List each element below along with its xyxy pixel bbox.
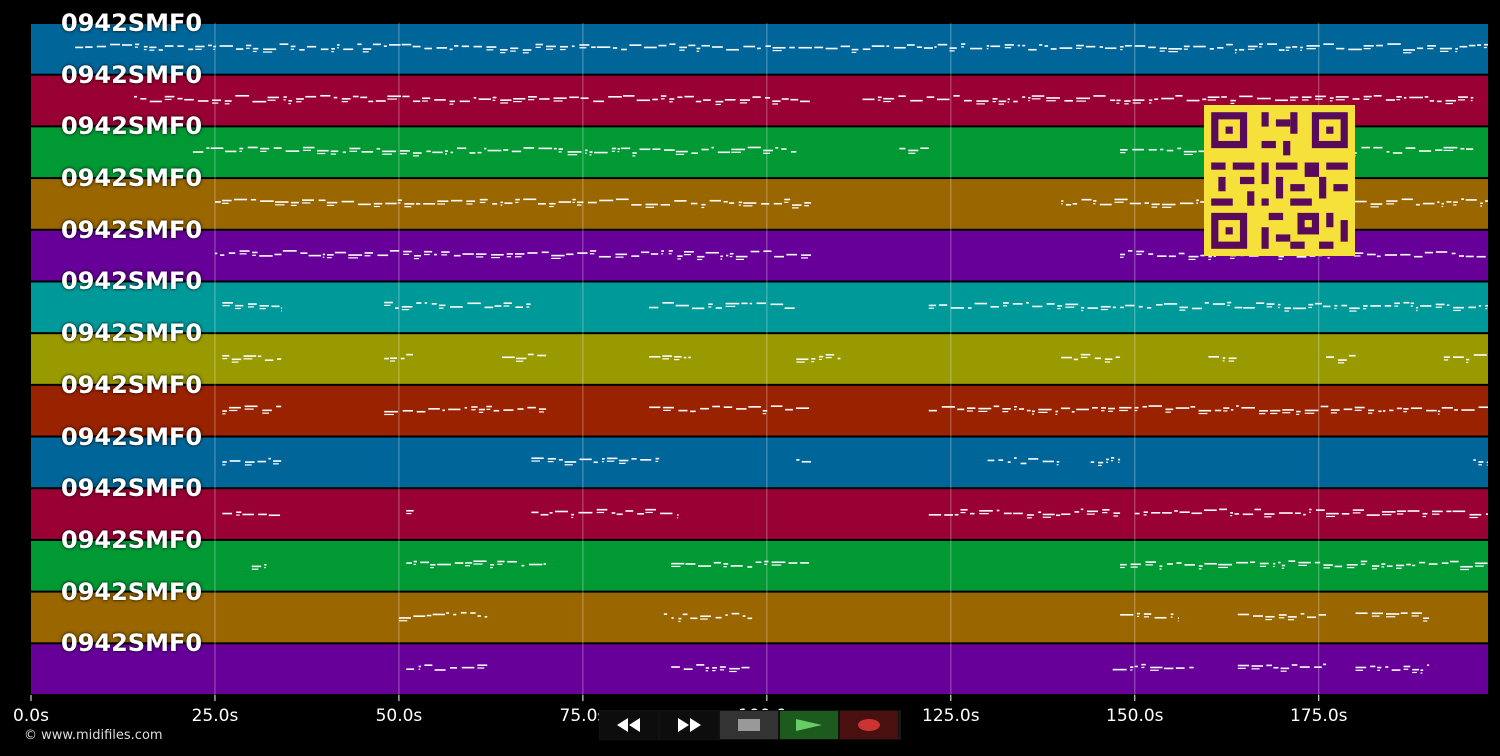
note-segment	[649, 355, 691, 361]
note-segment	[214, 250, 812, 261]
note-segment	[501, 353, 547, 362]
track-band	[31, 334, 1488, 384]
note-segment	[862, 95, 1474, 105]
note-segment	[531, 457, 660, 466]
note-segment	[75, 43, 1488, 54]
note-segment	[663, 612, 753, 623]
track-label: 0942SMF0	[61, 112, 203, 141]
track-label: 0942SMF0	[61, 422, 203, 451]
tick-label: 150.0s	[1106, 706, 1164, 726]
note-segment	[384, 301, 531, 311]
note-segment	[384, 353, 413, 362]
note-segment	[192, 146, 797, 157]
note-segment	[531, 508, 679, 519]
rewind-button[interactable]	[599, 710, 659, 740]
note-segment	[406, 509, 414, 515]
note-segment	[928, 508, 1061, 519]
track-band	[31, 644, 1488, 694]
note-segment	[1355, 664, 1430, 674]
note-segment	[251, 564, 267, 570]
note-segment	[222, 354, 282, 363]
record-icon	[858, 719, 880, 731]
note-segment	[1237, 612, 1327, 621]
track-label: 0942SMF0	[61, 60, 203, 89]
note-segment	[987, 457, 1060, 466]
note-segment	[1326, 354, 1356, 364]
note-segment	[222, 457, 282, 466]
note-segment	[928, 301, 1488, 312]
play-button[interactable]	[779, 710, 839, 740]
record-button[interactable]	[839, 710, 899, 740]
note-segment	[796, 459, 812, 463]
track-label: 0942SMF0	[61, 370, 203, 399]
fast-forward-button[interactable]	[659, 710, 719, 740]
note-segment	[222, 302, 283, 312]
track-label: 0942SMF0	[61, 525, 203, 554]
stop-icon	[738, 719, 760, 731]
tick-label: 175.0s	[1289, 706, 1348, 726]
tick-label: 75.0s	[559, 706, 607, 726]
note-segment	[649, 405, 810, 415]
track-label: 0942SMF0	[61, 267, 203, 296]
note-segment	[899, 147, 929, 154]
note-segment	[214, 198, 812, 209]
tick-label: 50.0s	[375, 706, 423, 726]
note-segment	[1355, 612, 1430, 622]
note-segment	[1120, 612, 1179, 622]
stop-button[interactable]	[719, 710, 779, 740]
note-segment	[1120, 560, 1488, 571]
qr-code	[1204, 105, 1355, 256]
note-segment	[671, 664, 750, 673]
note-segment	[1237, 663, 1327, 672]
tick-label: 125.0s	[922, 706, 980, 726]
note-segment	[1061, 508, 1121, 517]
note-segment	[796, 353, 841, 363]
note-segment	[1061, 353, 1121, 363]
track-band	[31, 540, 1488, 591]
rewind-icon	[617, 718, 640, 732]
track-label: 0942SMF0	[61, 9, 203, 37]
track-label: 0942SMF0	[61, 319, 203, 348]
note-segment	[1473, 459, 1488, 466]
copyright-text: © www.midifiles.com	[24, 728, 163, 743]
note-segment	[1208, 356, 1237, 362]
track-label: 0942SMF0	[61, 474, 203, 503]
play-icon	[796, 719, 822, 731]
note-segment	[1090, 457, 1121, 467]
note-segment	[671, 560, 810, 568]
track-label: 0942SMF0	[61, 629, 203, 658]
note-segment	[222, 405, 282, 415]
track-band	[31, 437, 1488, 488]
fast-forward-icon	[678, 718, 701, 732]
track-label: 0942SMF0	[61, 577, 203, 606]
note-segment	[1134, 508, 1488, 519]
note-segment	[222, 511, 281, 517]
track-band	[31, 592, 1488, 643]
track-label: 0942SMF0	[61, 215, 203, 244]
note-segment	[1443, 354, 1487, 364]
note-segment	[406, 664, 488, 671]
note-segment	[928, 405, 1488, 415]
note-segment	[398, 611, 488, 622]
tick-label: 0.0s	[13, 706, 49, 726]
note-segment	[1112, 663, 1194, 671]
tick-label: 25.0s	[191, 706, 239, 726]
note-segment	[134, 94, 810, 106]
track-label: 0942SMF0	[61, 164, 203, 193]
note-segment	[406, 560, 547, 569]
note-segment	[649, 302, 795, 310]
transport-controls	[599, 710, 901, 740]
note-segment	[384, 405, 547, 416]
track-band	[31, 385, 1488, 436]
